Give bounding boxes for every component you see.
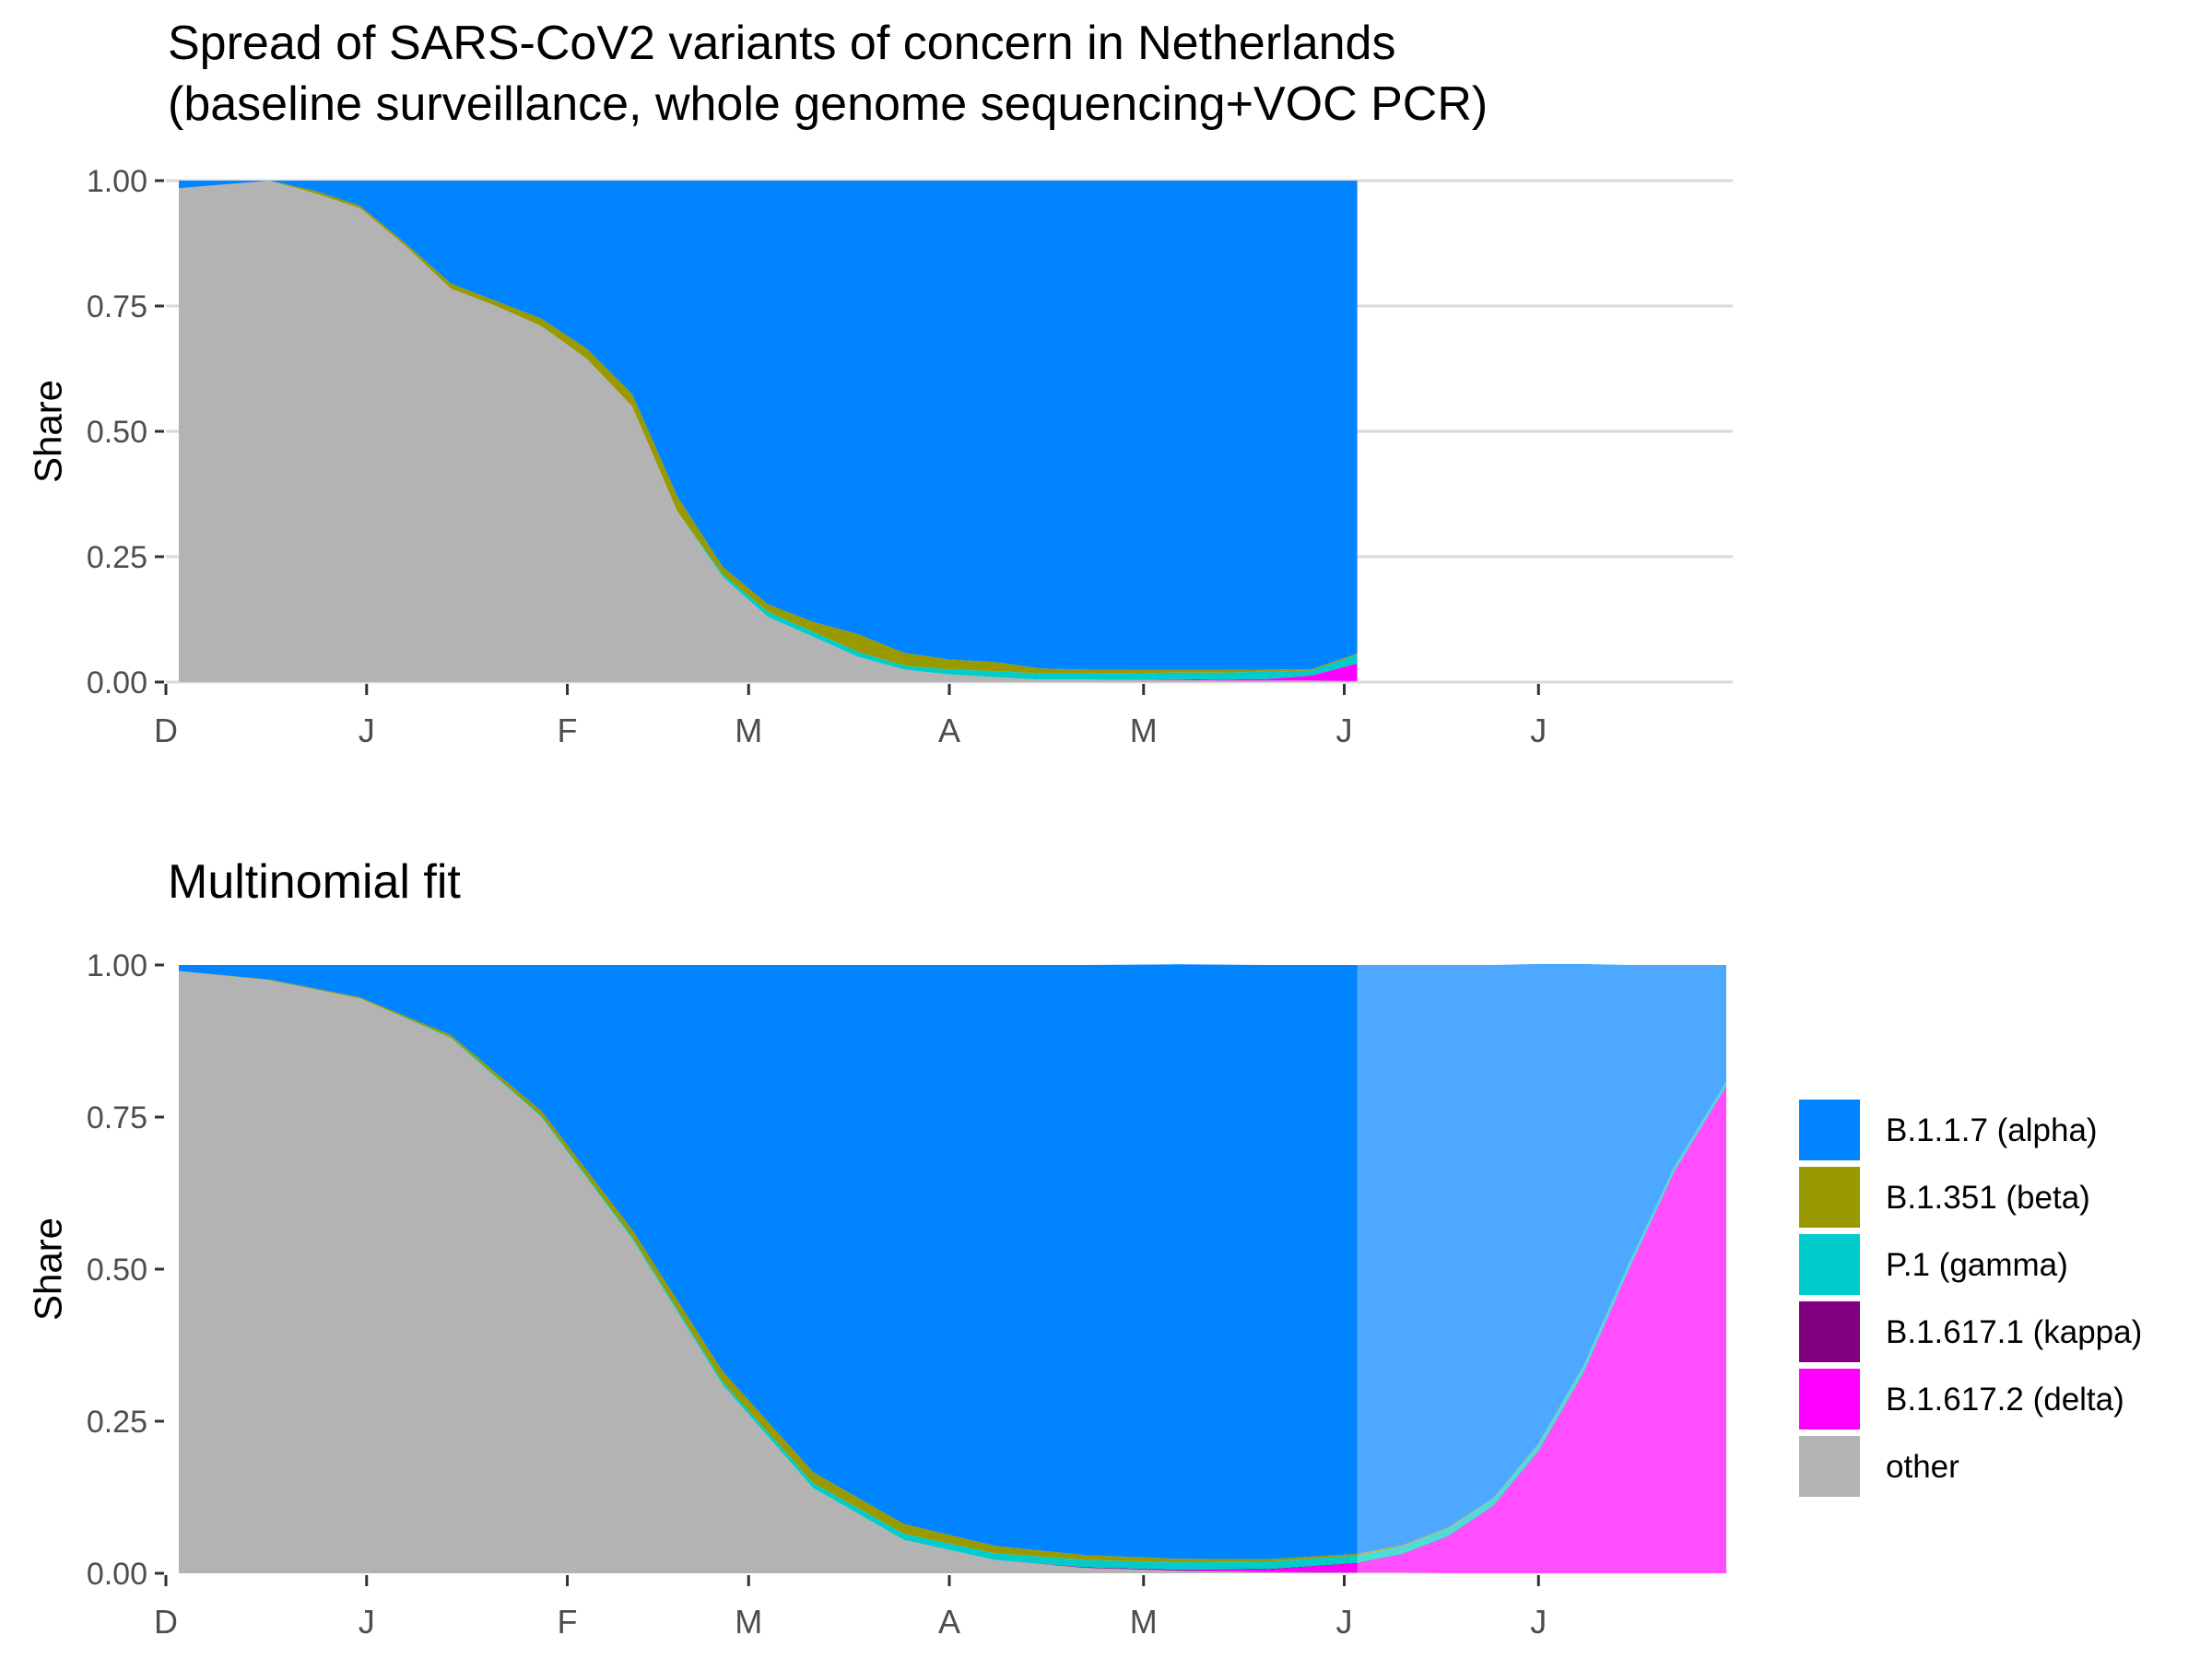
bottom-area-b-1-617-2-delta (179, 971, 1726, 1573)
bottom-xtick-label: J (1336, 1603, 1353, 1641)
top-xtick-label: M (1130, 712, 1158, 749)
bottom-area-b-1-1-7-alpha (179, 964, 1726, 1559)
top-ytick-label: 0.25 (87, 540, 147, 575)
top-xtick-label: D (154, 712, 178, 749)
top-chart-title: Spread of SARS-CoV2 variants of concern … (168, 17, 1395, 70)
legend-swatch-b-1-1-7-alpha (1799, 1100, 1860, 1160)
bottom-xtick-label: M (1130, 1603, 1158, 1641)
bottom-xtick-label: M (735, 1603, 762, 1641)
legend-swatch-b-1-351-beta (1799, 1167, 1860, 1228)
bottom-ytick-label: 1.00 (87, 948, 147, 983)
bottom-xtick-label: J (1530, 1603, 1547, 1641)
bottom-ytick-label: 0.00 (87, 1557, 147, 1592)
top-xtick-label: J (1336, 712, 1353, 749)
top-xtick-label: A (938, 712, 960, 749)
top-xtick-label: F (558, 712, 578, 749)
legend-label-b-1-617-1-kappa: B.1.617.1 (kappa) (1886, 1314, 2142, 1350)
bottom-xtick-label: D (154, 1603, 178, 1641)
top-area-b-1-1-7-alpha (179, 181, 1358, 670)
bottom-ytick-label: 0.25 (87, 1405, 147, 1440)
bottom-xtick-label: J (359, 1603, 375, 1641)
top-area-other (179, 181, 1358, 682)
top-ytick-label: 1.00 (87, 164, 147, 199)
bottom-ytick-label: 0.75 (87, 1100, 147, 1135)
bottom-ylabel: Share (27, 1218, 70, 1321)
top-xtick-label: J (359, 712, 375, 749)
bottom-xtick-label: F (558, 1603, 578, 1641)
bottom-chart-title: Multinomial fit (168, 855, 461, 909)
legend-label-p-1-gamma: P.1 (gamma) (1886, 1247, 2068, 1283)
legend-label-b-1-351-beta: B.1.351 (beta) (1886, 1180, 2090, 1216)
legend-swatch-b-1-617-1-kappa (1799, 1301, 1860, 1362)
top-chart-subtitle: (baseline surveillance, whole genome seq… (168, 77, 1488, 131)
legend-swatch-b-1-617-2-delta (1799, 1369, 1860, 1430)
bottom-chart: 0.00 0.25 0.50 0.75 1.00 D J F M A M J J Share (27, 948, 1726, 1641)
bottom-ytick-label: 0.50 (87, 1253, 147, 1288)
legend: B.1.1.7 (alpha) B.1.351 (beta) P.1 (gamma)… (1799, 1100, 2142, 1497)
bottom-area-other (179, 971, 1726, 1573)
legend-label-b-1-617-2-delta: B.1.617.2 (delta) (1886, 1382, 2124, 1418)
legend-label-b-1-1-7-alpha: B.1.1.7 (alpha) (1886, 1112, 2098, 1148)
top-ytick-label: 0.50 (87, 415, 147, 450)
top-xtick-label: M (735, 712, 762, 749)
top-xtick-label: J (1530, 712, 1547, 749)
bottom-xtick-label: A (938, 1603, 960, 1641)
legend-swatch-p-1-gamma (1799, 1234, 1860, 1295)
legend-swatch-other (1799, 1436, 1860, 1497)
top-ytick-label: 0.75 (87, 289, 147, 324)
projection-overlay (1357, 965, 1726, 1573)
top-ylabel: Share (27, 380, 70, 483)
legend-label-other: other (1886, 1449, 1959, 1485)
top-chart: 0.00 0.25 0.50 0.75 1.00 D J F M A M J J Share (27, 164, 1733, 749)
top-ytick-label: 0.00 (87, 665, 147, 700)
